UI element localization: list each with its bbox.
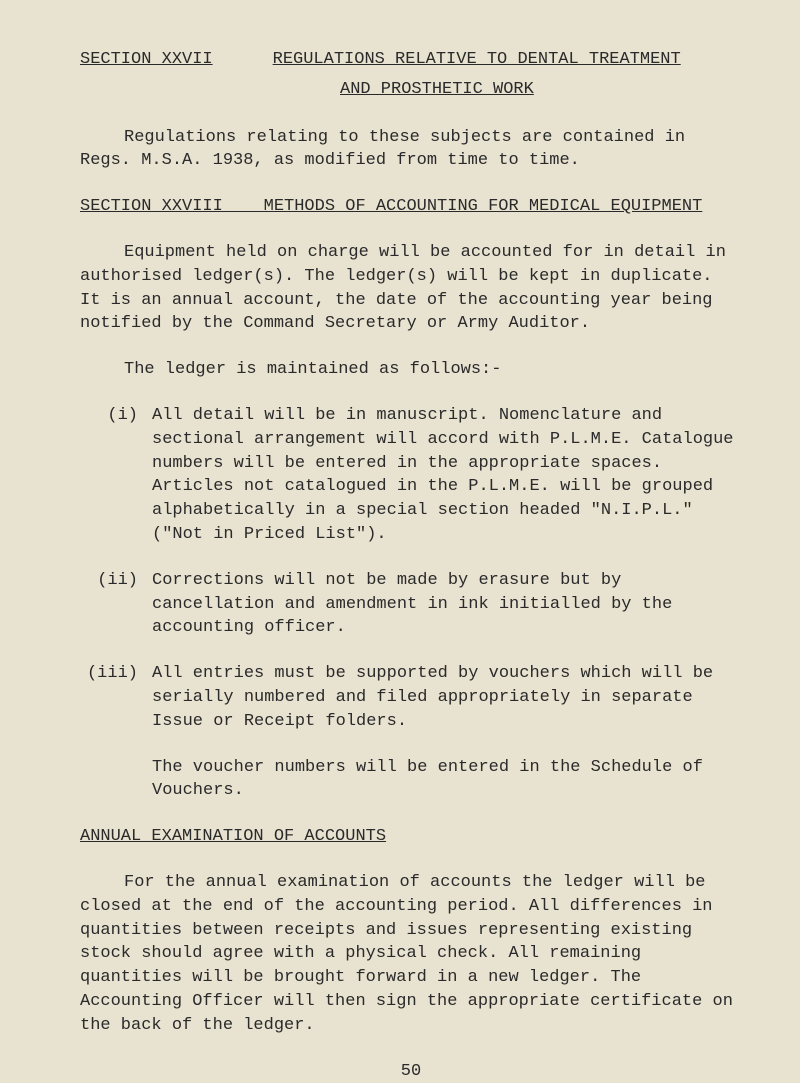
paragraph-annual-exam: For the annual examination of accounts t… — [80, 871, 742, 1038]
voucher-note: The voucher numbers will be entered in t… — [152, 756, 742, 804]
paragraph-regulations: Regulations relating to these subjects a… — [80, 126, 742, 174]
list-body-iii: All entries must be supported by voucher… — [152, 662, 742, 733]
list-body-ii: Corrections will not be made by erasure … — [152, 569, 742, 640]
annual-exam-heading: ANNUAL EXAMINATION OF ACCOUNTS — [80, 825, 742, 849]
section-27-title: REGULATIONS RELATIVE TO DENTAL TREATMENT — [273, 48, 681, 72]
list-marker-ii: (ii) — [80, 569, 152, 640]
ledger-intro-line: The ledger is maintained as follows:- — [80, 358, 742, 382]
section-27-subtitle: AND PROSTHETIC WORK — [340, 78, 742, 102]
section-27-label: SECTION XXVII — [80, 48, 213, 72]
list-body-i: All detail will be in manuscript. Nomenc… — [152, 404, 742, 547]
list-marker-iii: (iii) — [80, 662, 152, 733]
list-marker-i: (i) — [80, 404, 152, 547]
header-gap — [213, 48, 273, 72]
paragraph-equipment: Equipment held on charge will be account… — [80, 241, 742, 336]
page-number: 50 — [80, 1060, 742, 1083]
section-28-heading: SECTION XXVIII METHODS OF ACCOUNTING FOR… — [80, 195, 742, 219]
